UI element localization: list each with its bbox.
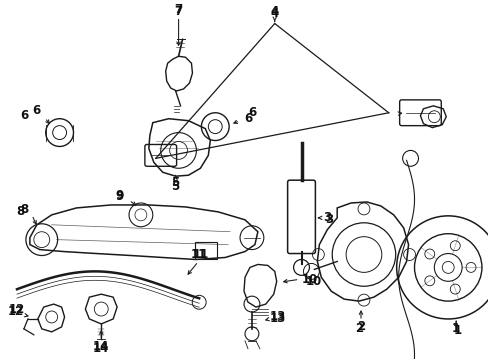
Text: 6: 6 [248, 106, 256, 119]
Text: 10: 10 [301, 273, 318, 286]
Text: 10: 10 [305, 275, 321, 288]
Text: 4: 4 [270, 7, 279, 20]
Text: 5: 5 [172, 176, 180, 189]
Text: 13: 13 [270, 312, 286, 325]
Text: 6: 6 [20, 109, 28, 122]
Text: 8: 8 [16, 206, 24, 219]
Text: 14: 14 [93, 342, 109, 355]
Text: 1: 1 [454, 324, 462, 337]
Text: 12: 12 [8, 305, 24, 318]
Text: 6: 6 [33, 104, 41, 117]
Text: 9: 9 [115, 189, 123, 203]
Text: 9: 9 [115, 189, 123, 202]
Text: 11: 11 [190, 248, 206, 261]
Text: 7: 7 [174, 5, 183, 18]
Text: 14: 14 [93, 340, 109, 353]
Text: 3: 3 [323, 211, 331, 224]
Text: 2: 2 [355, 322, 363, 336]
Text: 5: 5 [172, 180, 180, 193]
Text: 8: 8 [20, 203, 28, 216]
Text: 4: 4 [270, 5, 279, 18]
Text: 7: 7 [174, 3, 183, 16]
Text: 3: 3 [325, 213, 333, 226]
Text: 6: 6 [244, 112, 252, 125]
Text: 12: 12 [9, 302, 25, 316]
Text: 1: 1 [452, 322, 460, 336]
Text: 13: 13 [270, 310, 286, 324]
Text: 11: 11 [192, 248, 209, 261]
Text: 2: 2 [357, 320, 365, 333]
